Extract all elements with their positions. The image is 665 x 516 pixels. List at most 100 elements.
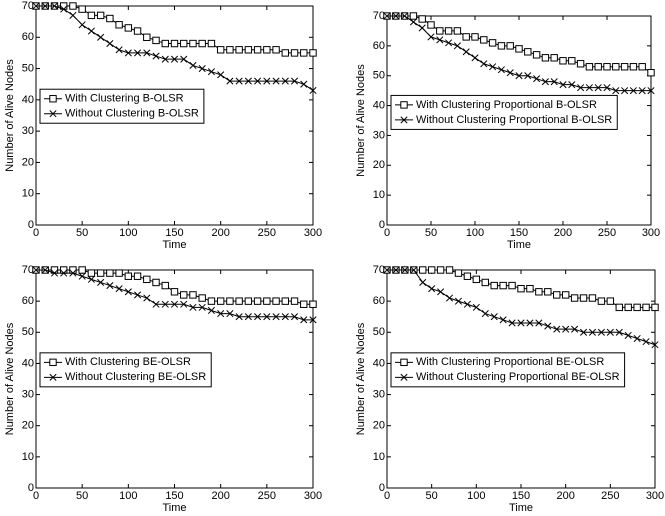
y-tick-label: 20 <box>373 420 385 432</box>
marker-square <box>568 57 576 65</box>
marker-x <box>143 49 151 57</box>
marker-x <box>651 341 659 349</box>
marker-square <box>515 45 523 53</box>
marker-x <box>463 300 471 308</box>
y-tick-label: 0 <box>28 219 34 231</box>
y-tick-label: 50 <box>22 62 34 74</box>
marker-square <box>69 2 77 10</box>
x-tick-label: 250 <box>258 227 276 239</box>
x-axis-label: Time <box>509 502 533 514</box>
marker-x <box>50 2 59 10</box>
marker-x <box>603 84 611 92</box>
marker-square <box>49 95 57 103</box>
marker-square <box>553 291 561 299</box>
marker-square <box>463 272 472 280</box>
x-tick-label: 250 <box>601 490 619 502</box>
y-tick-label: 70 <box>22 264 34 276</box>
marker-x <box>445 39 453 47</box>
marker-x <box>32 266 40 274</box>
marker-x <box>533 75 541 83</box>
marker-x <box>290 313 299 321</box>
legend-label: With Clustering B-OLSR <box>65 93 184 105</box>
marker-x <box>161 55 169 63</box>
marker-x <box>445 294 454 302</box>
marker-square <box>427 266 436 274</box>
marker-square <box>170 288 179 296</box>
marker-x <box>524 72 532 80</box>
marker-square <box>651 303 659 312</box>
marker-square <box>290 297 299 305</box>
marker-x <box>281 77 289 85</box>
marker-x <box>207 68 215 76</box>
marker-x <box>588 328 597 336</box>
marker-x <box>606 328 614 336</box>
legend-label: With Clustering Proportional B-OLSR <box>416 99 597 111</box>
y-tick-label: 30 <box>22 388 34 400</box>
marker-x <box>309 86 317 95</box>
marker-square <box>436 266 445 274</box>
marker-x <box>41 2 49 10</box>
marker-square <box>535 288 543 296</box>
marker-square <box>576 60 585 68</box>
x-axis-label: Time <box>162 502 186 514</box>
marker-x <box>60 5 68 13</box>
marker-x <box>508 319 516 327</box>
marker-x <box>499 316 507 324</box>
marker-x <box>254 77 262 85</box>
marker-square <box>106 269 114 277</box>
marker-x <box>161 300 169 308</box>
y-tick-label: 40 <box>373 99 385 111</box>
marker-square <box>585 63 594 71</box>
marker-x <box>97 33 105 41</box>
marker-square <box>143 33 151 41</box>
x-tick-label: 200 <box>211 490 229 502</box>
marker-square <box>409 12 418 20</box>
marker-square <box>624 303 632 312</box>
marker-square <box>253 46 262 54</box>
marker-x <box>401 266 409 274</box>
y-tick-label: 20 <box>22 156 34 168</box>
marker-square <box>60 266 68 274</box>
marker-x <box>481 310 489 318</box>
y-tick-label: 30 <box>373 388 385 400</box>
marker-square <box>597 297 606 305</box>
marker-square <box>87 11 96 20</box>
marker-square <box>216 297 225 305</box>
marker-square <box>115 269 123 277</box>
marker-square <box>570 294 579 302</box>
marker-x <box>401 12 409 20</box>
y-tick-label: 40 <box>373 357 385 369</box>
marker-x <box>506 69 514 77</box>
marker-x <box>497 66 505 74</box>
marker-square <box>606 297 615 305</box>
marker-square <box>629 63 638 71</box>
legend-frame <box>390 94 618 130</box>
y-axis-label: Number of Alive Nodes <box>4 59 16 172</box>
marker-square <box>226 46 234 54</box>
marker-x <box>383 266 391 274</box>
marker-square <box>497 42 506 50</box>
marker-square <box>594 63 602 71</box>
marker-square <box>133 27 142 35</box>
marker-square <box>400 358 408 367</box>
x-tick-label: 250 <box>598 227 616 239</box>
x-tick-label: 50 <box>425 227 437 239</box>
marker-x <box>41 266 49 274</box>
marker-square <box>309 300 317 308</box>
x-tick-label: 0 <box>33 227 39 239</box>
x-tick-label: 0 <box>33 490 39 502</box>
marker-x <box>428 285 436 293</box>
marker-x <box>568 81 576 89</box>
marker-x <box>471 54 479 62</box>
x-tick-label: 100 <box>119 227 137 239</box>
marker-square <box>526 284 534 293</box>
x-tick-label: 100 <box>467 490 485 502</box>
marker-x <box>436 36 444 44</box>
marker-square <box>541 54 550 62</box>
marker-square <box>96 269 105 277</box>
marker-x <box>207 306 215 315</box>
y-tick-label: 70 <box>373 10 385 22</box>
y-axis-label: Number of Alive Nodes <box>355 64 367 177</box>
legend-label: Without Clustering B-OLSR <box>65 108 199 120</box>
marker-x <box>454 297 463 305</box>
